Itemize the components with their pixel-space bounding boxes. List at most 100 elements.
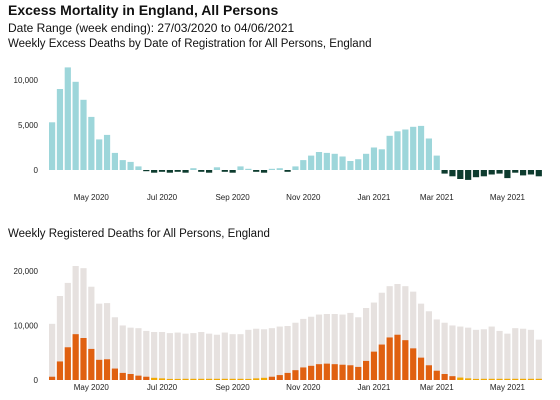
covid-deaths-bar <box>465 378 472 380</box>
excess-deaths-bar <box>300 160 307 170</box>
x-tick-label: Jul 2020 <box>147 383 178 392</box>
x-tick-label: May 2020 <box>74 383 110 392</box>
total-deaths-bar <box>182 333 189 380</box>
covid-deaths-bar <box>245 378 252 380</box>
y-tick-label: 20,000 <box>14 267 39 276</box>
covid-deaths-bar <box>527 378 535 380</box>
deficit-deaths-bar <box>496 170 503 174</box>
covid-deaths-bar <box>174 378 181 380</box>
registered-chart-title: Weekly Registered Deaths for All Persons… <box>8 228 270 240</box>
covid-deaths-bar <box>370 351 378 380</box>
covid-deaths-bar <box>512 378 519 380</box>
deficit-deaths-bar <box>174 170 181 172</box>
deficit-deaths-bar <box>260 170 268 173</box>
covid-deaths-bar <box>198 378 205 380</box>
total-deaths-bar <box>480 329 487 380</box>
covid-deaths-bar <box>363 360 370 380</box>
total-deaths-bar <box>527 329 535 380</box>
total-deaths-bar <box>292 322 299 380</box>
excess-deaths-bar <box>72 81 79 170</box>
covid-deaths-bar <box>425 365 432 380</box>
total-deaths-bar <box>260 329 268 380</box>
covid-deaths-bar <box>441 374 448 380</box>
covid-deaths-bar <box>315 364 323 380</box>
excess-deaths-bar <box>386 135 393 170</box>
covid-deaths-bar <box>292 370 299 380</box>
covid-deaths-bar <box>96 359 103 380</box>
total-deaths-bar <box>119 325 126 380</box>
covid-deaths-bar <box>276 375 283 380</box>
excess-deaths-bar <box>370 147 378 170</box>
total-deaths-bar <box>488 326 495 380</box>
covid-deaths-bar <box>331 364 338 380</box>
total-deaths-bar <box>111 317 118 380</box>
covid-deaths-bar <box>472 378 480 380</box>
total-deaths-bar <box>339 314 346 380</box>
deficit-deaths-bar <box>143 170 150 172</box>
total-deaths-bar <box>229 334 236 380</box>
deficit-deaths-bar <box>504 170 511 179</box>
covid-deaths-bar <box>284 372 291 380</box>
deficit-deaths-bar <box>520 170 527 176</box>
page-title: Excess Mortality in England, All Persons <box>8 2 279 18</box>
total-deaths-bar <box>253 328 260 380</box>
covid-deaths-bar <box>433 370 440 380</box>
excess-deaths-bar <box>268 168 275 170</box>
total-deaths-bar <box>190 333 197 380</box>
total-deaths-bar <box>49 323 56 380</box>
x-tick-label: May 2020 <box>74 193 110 202</box>
covid-deaths-bar <box>111 368 118 380</box>
total-deaths-bar <box>96 303 103 380</box>
excess-deaths-bar <box>276 168 283 170</box>
y-tick-label: 10,000 <box>14 76 39 85</box>
total-deaths-bar <box>284 326 291 380</box>
total-deaths-bar <box>151 332 158 380</box>
covid-deaths-bar <box>347 365 354 380</box>
excess-deaths-bar <box>425 138 432 170</box>
total-deaths-bar <box>158 332 166 380</box>
total-deaths-bar <box>88 286 95 380</box>
deficit-deaths-bar <box>284 170 291 172</box>
total-deaths-bar <box>512 328 519 380</box>
x-tick-label: May 2021 <box>490 383 526 392</box>
excess-deaths-bar <box>64 67 71 170</box>
covid-deaths-bar <box>386 337 393 380</box>
total-deaths-bar <box>135 328 142 380</box>
total-deaths-bar <box>449 325 456 380</box>
covid-deaths-bar <box>504 378 511 380</box>
total-deaths-bar <box>64 282 71 380</box>
y-tick-label: 0 <box>34 166 39 175</box>
total-deaths-bar <box>535 339 542 380</box>
excess-deaths-bar <box>127 161 134 170</box>
total-deaths-bar <box>355 317 362 380</box>
covid-deaths-bar <box>166 378 173 380</box>
total-deaths-bar <box>363 308 370 380</box>
covid-deaths-bar <box>72 334 79 380</box>
total-deaths-bar <box>472 329 480 380</box>
deficit-deaths-bar <box>198 170 205 172</box>
total-deaths-bar <box>504 333 511 380</box>
excess-deaths-bar <box>315 152 323 170</box>
excess-deaths-bar <box>339 156 346 170</box>
covid-deaths-bar <box>80 338 87 380</box>
covid-deaths-bar <box>308 365 315 380</box>
deficit-deaths-bar <box>229 170 236 173</box>
total-deaths-bar <box>237 334 244 380</box>
excess-deaths-bar <box>103 134 111 170</box>
excess-deaths-bar <box>135 166 142 170</box>
covid-deaths-bar <box>410 348 417 380</box>
deficit-deaths-bar <box>151 170 158 173</box>
total-deaths-bar <box>417 303 425 380</box>
total-deaths-bar <box>323 314 330 380</box>
excess-deaths-bar <box>237 166 244 170</box>
covid-deaths-bar <box>158 378 166 380</box>
excess-deaths-bar <box>394 131 401 170</box>
covid-deaths-bar <box>56 361 64 380</box>
deficit-deaths-bar <box>527 170 535 175</box>
total-deaths-bar <box>300 318 307 380</box>
x-tick-label: Nov 2020 <box>286 383 321 392</box>
excess-deaths-bar <box>96 139 103 170</box>
covid-deaths-bar <box>480 378 487 380</box>
excess-deaths-bar <box>245 168 252 170</box>
total-deaths-bar <box>198 332 205 380</box>
